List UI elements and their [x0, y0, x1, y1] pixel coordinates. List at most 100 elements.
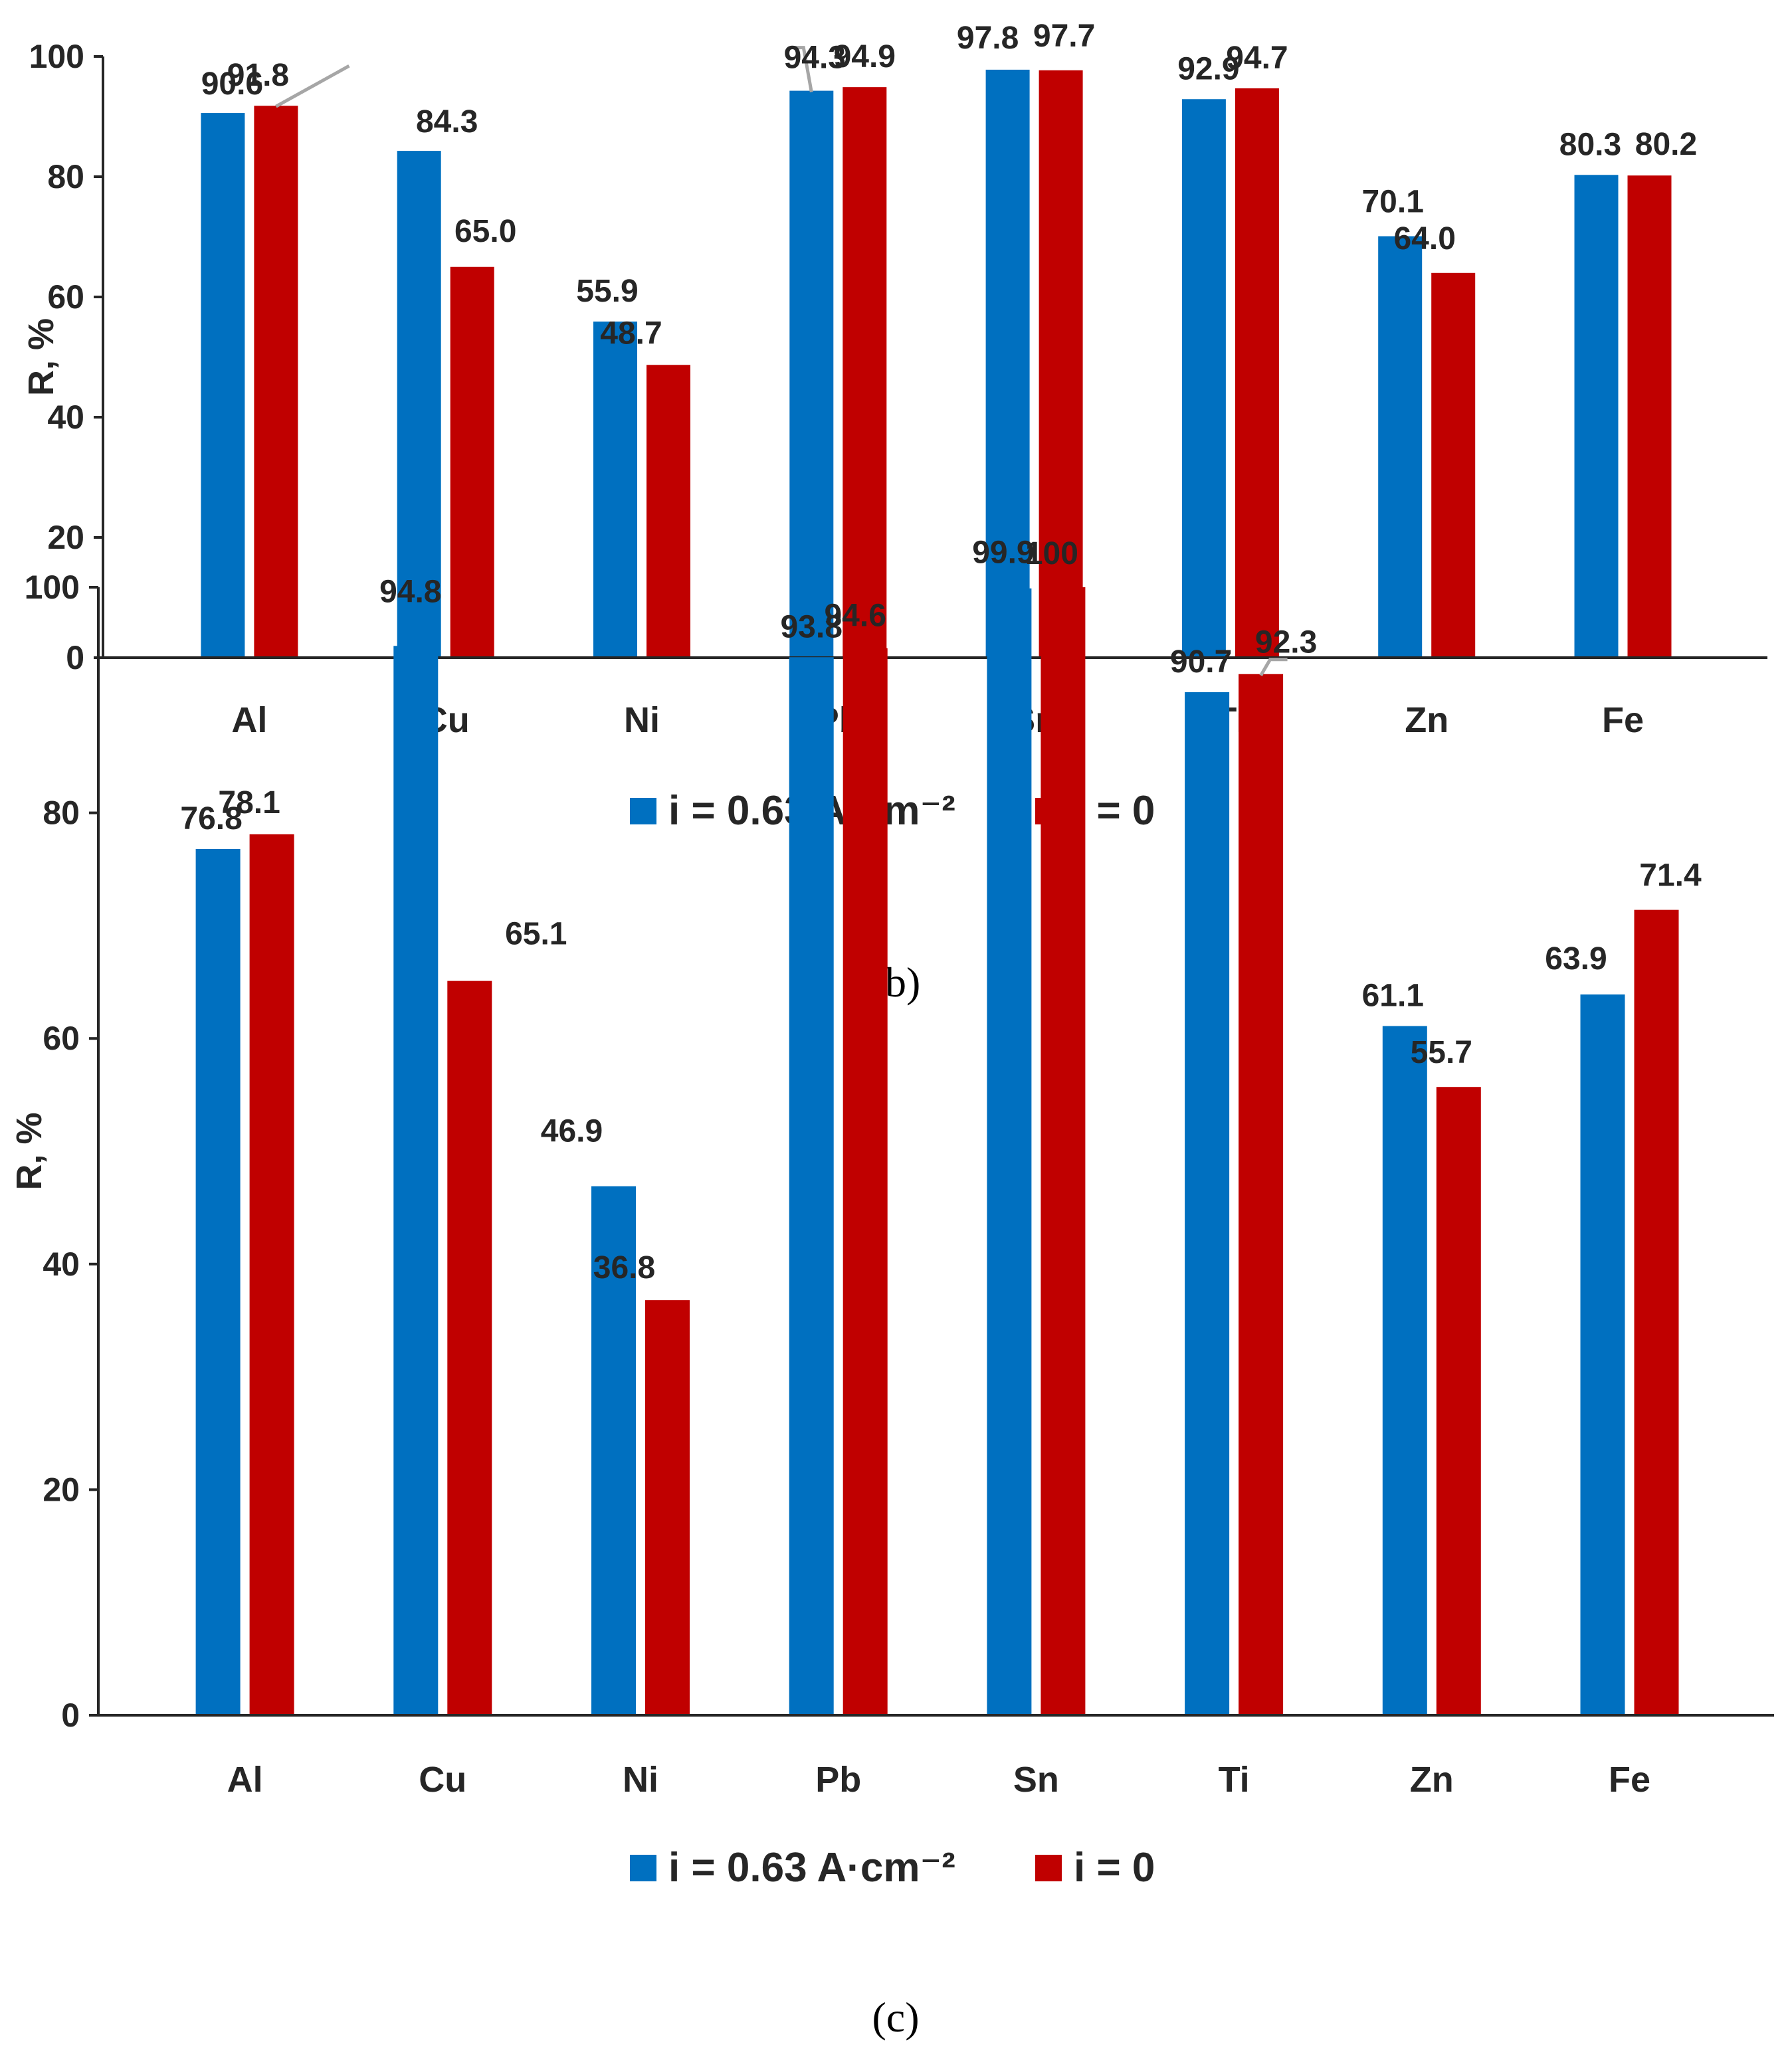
data-label: 92.3 [1255, 625, 1317, 660]
legend-entry-series-2: i = 0 [1074, 1845, 1155, 1891]
bar-cu-series-1 [397, 151, 441, 658]
data-label: 71.4 [1639, 858, 1702, 894]
data-label: 65.1 [505, 917, 567, 952]
y-tick-label: 100 [25, 569, 80, 606]
y-tick-label: 20 [43, 1471, 80, 1508]
x-category-label: Zn [1405, 700, 1448, 740]
bar-pb-series-1 [789, 90, 834, 658]
legend-entry-series-1: i = 0.63 A·cm⁻² [668, 1845, 955, 1891]
data-label: 94.7 [1226, 41, 1288, 76]
data-label: 91.8 [227, 58, 289, 93]
bar-ti-series-1 [1181, 99, 1226, 658]
y-tick-label: 60 [47, 278, 84, 316]
bar-ti-series-2 [1235, 88, 1279, 658]
bar-sn-series-1 [985, 69, 1030, 658]
bar-sn-series-2 [1041, 587, 1086, 1715]
bar-fe-series-1 [1580, 994, 1625, 1715]
x-category-label: Sn [1013, 1760, 1059, 1800]
bar-ni-series-1 [593, 322, 637, 658]
panel-caption: (c) [872, 1994, 919, 2041]
y-tick-label: 60 [43, 1020, 80, 1057]
y-tick-label: 0 [66, 639, 84, 676]
data-label: 55.7 [1411, 1035, 1472, 1070]
data-label: 94.8 [379, 574, 441, 609]
y-tick-label: 80 [47, 158, 84, 195]
data-label-leader-line [791, 46, 813, 93]
bar-ni-series-1 [591, 1186, 636, 1715]
bar-zn-series-2 [1436, 1087, 1481, 1715]
data-label: 90.7 [1170, 644, 1232, 680]
bar-sn-series-1 [987, 588, 1032, 1715]
data-label: 65.0 [454, 214, 516, 249]
data-label: 63.9 [1545, 941, 1607, 977]
data-label: 100 [1025, 536, 1078, 571]
bar-zn-series-1 [1378, 236, 1423, 658]
data-label-leader-line [275, 64, 350, 108]
bar-pb-series-2 [843, 87, 887, 658]
chart-c: 0 20 40 60 80 100 R, % Al Cu Ni Pb Sn Ti Zn Fe 76.8 94.8… [9, 535, 1774, 2041]
y-tick-label: 40 [43, 1246, 80, 1283]
data-label: 70.1 [1361, 185, 1423, 220]
data-label-leader-line [1259, 658, 1288, 677]
x-category-label: Fe [1609, 1760, 1650, 1800]
legend-swatch-series-2 [1035, 1855, 1062, 1881]
bar-fe-series-2 [1627, 175, 1672, 658]
x-category-label: Al [231, 700, 267, 740]
bar-zn-series-1 [1382, 1026, 1427, 1715]
y-tick-label: 0 [61, 1697, 80, 1734]
data-label: 48.7 [600, 316, 662, 351]
bar-al-series-1 [195, 848, 241, 1715]
bar-fe-series-1 [1574, 175, 1619, 658]
bar-ni-series-2 [647, 365, 690, 658]
x-category-label: Ni [624, 700, 660, 740]
data-label: 97.8 [957, 21, 1019, 56]
bar-pb-series-2 [843, 648, 888, 1715]
legend-swatch-series-1 [630, 798, 656, 824]
bar-fe-series-2 [1634, 909, 1679, 1715]
bar-ti-series-2 [1239, 674, 1284, 1715]
x-category-label: Ti [1219, 1760, 1250, 1800]
bar-cu-series-1 [393, 646, 439, 1715]
data-label: 94.9 [834, 39, 896, 74]
data-label: 92.9 [1177, 51, 1239, 86]
y-axis-title: R, % [9, 1112, 49, 1190]
data-label: 93.8 [780, 609, 842, 644]
y-axis-title: R, % [21, 318, 61, 396]
data-label: 61.1 [1362, 979, 1424, 1014]
y-tick-label: 100 [29, 38, 84, 75]
x-category-label: Fe [1602, 700, 1644, 740]
y-tick-label: 20 [47, 519, 84, 556]
data-label: 97.7 [1033, 19, 1095, 54]
data-label: 99.9 [972, 535, 1034, 571]
y-tick-label: 40 [47, 399, 84, 436]
data-label: 64.0 [1393, 221, 1455, 256]
legend-swatch-series-1 [630, 1855, 656, 1881]
bar-sn-series-2 [1039, 70, 1083, 658]
data-label: 76.8 [180, 801, 242, 836]
bar-cu-series-2 [447, 981, 492, 1715]
data-label: 78.1 [218, 785, 280, 820]
bar-ti-series-1 [1185, 692, 1230, 1715]
data-label: 55.9 [576, 274, 638, 309]
x-category-label: Pb [815, 1760, 861, 1800]
x-category-label: Al [227, 1760, 263, 1800]
data-label: 84.3 [416, 104, 478, 140]
x-category-label: Ni [623, 1760, 658, 1800]
bar-al-series-1 [201, 113, 245, 658]
bar-al-series-2 [249, 834, 294, 1715]
x-category-label: Zn [1410, 1760, 1454, 1800]
bar-pb-series-1 [789, 657, 834, 1715]
bar-al-series-2 [254, 106, 298, 658]
data-label: 90.6 [201, 66, 263, 102]
x-category-label: Cu [419, 1760, 466, 1800]
legend-entry-series-2: i = 0 [1074, 788, 1155, 834]
data-label: 80.3 [1559, 127, 1621, 162]
y-tick-label: 80 [43, 795, 80, 832]
data-label: 94.6 [824, 599, 886, 634]
bar-zn-series-2 [1431, 272, 1476, 658]
bar-cu-series-2 [450, 266, 494, 658]
data-label: 80.2 [1635, 127, 1697, 162]
data-label: 36.8 [593, 1250, 655, 1285]
